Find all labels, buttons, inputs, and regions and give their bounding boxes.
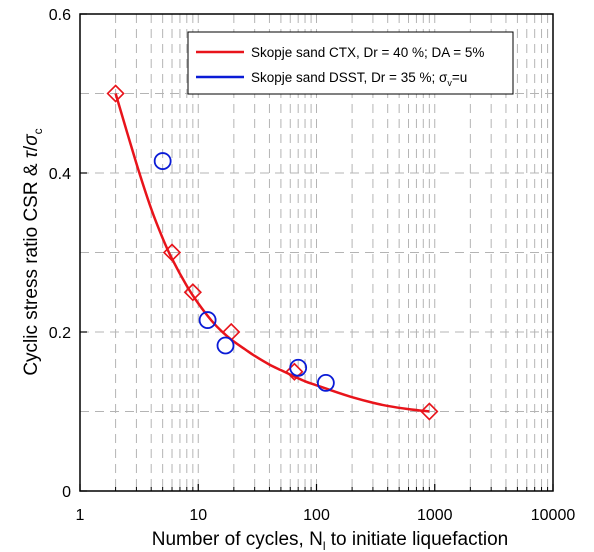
series-layer [106, 84, 439, 421]
axes [79, 13, 554, 492]
x-tick-label: 10000 [531, 507, 576, 524]
x-tick-label: 1000 [417, 507, 453, 524]
y-axis-label: Cyclic stress ratio CSR & τ/σc [21, 128, 45, 375]
y-axis-label-tau: τ [21, 149, 42, 158]
x-axis-label-rest: to initiate liquefaction [325, 529, 508, 550]
x-axis-label-main: Number of cycles, N [152, 529, 323, 550]
ctx-data-point [420, 402, 439, 421]
legend-label-dsst-sigma: σ [439, 70, 448, 85]
tick-labels: 1 10 100 1000 10000 0 0.2 0.4 0.6 [49, 7, 576, 524]
ctx-data-point [162, 243, 182, 262]
legend-label-dsst-rest: =u [452, 70, 467, 85]
x-tick-label: 1 [76, 507, 85, 524]
y-axis-label-subscript: c [31, 128, 45, 134]
ctx-fit-curve [114, 93, 430, 413]
y-tick-label: 0.6 [49, 7, 71, 24]
legend: Skopje sand CTX, Dr = 40 %; DA = 5% Skop… [187, 31, 514, 95]
ctx-data-point [285, 362, 304, 381]
x-tick-label: 100 [303, 507, 330, 524]
dsst-data-point [153, 152, 172, 170]
dsst-data-point [289, 358, 308, 377]
y-axis-label-slash: / [21, 145, 42, 151]
x-tick-label: 10 [189, 507, 207, 524]
y-tick-label: 0.4 [49, 166, 71, 183]
x-axis-label-subscript: l [323, 539, 326, 552]
dsst-data-point [198, 311, 217, 329]
ctx-data-point [106, 84, 125, 103]
legend-label-dsst: Skopje sand DSST, Dr = 35 %; σv=u [251, 70, 467, 88]
legend-label-ctx: Skopje sand CTX, Dr = 40 %; DA = 5% [251, 45, 484, 60]
x-axis-label: Number of cycles, Nl to initiate liquefa… [152, 529, 508, 552]
y-tick-label: 0.2 [49, 325, 71, 342]
legend-box [187, 31, 514, 95]
dsst-data-point [216, 336, 235, 355]
y-axis-label-main: Cyclic stress ratio CSR & [21, 158, 42, 375]
dsst-data-point [316, 373, 335, 392]
y-tick-label: 0 [62, 484, 71, 501]
ctx-data-point [183, 283, 202, 302]
legend-label-dsst-main: Skopje sand DSST, Dr = 35 %; [251, 70, 439, 85]
legend-label-dsst-subscript: v [447, 78, 452, 88]
y-axis-label-sigma: σ [21, 133, 42, 146]
